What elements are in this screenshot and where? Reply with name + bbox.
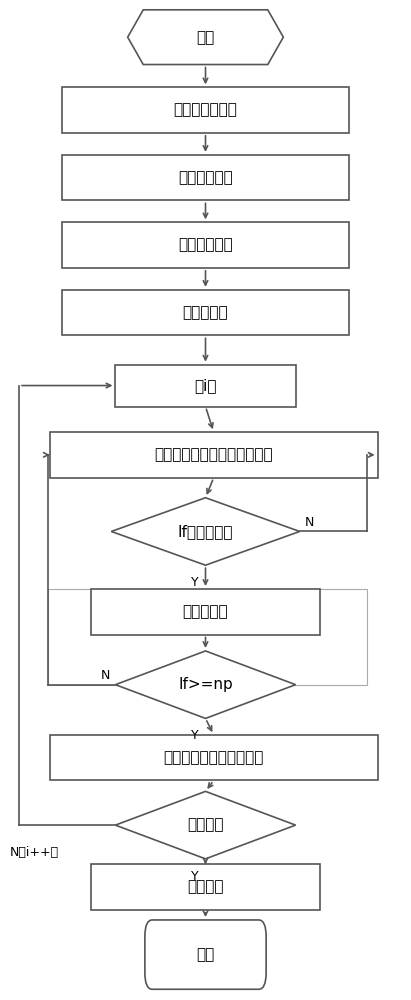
Polygon shape — [115, 651, 296, 718]
Text: 开始: 开始 — [196, 30, 215, 45]
Text: 更新优胜者: 更新优胜者 — [182, 604, 229, 619]
Polygon shape — [111, 498, 300, 565]
Text: 向量收敛: 向量收敛 — [187, 818, 224, 833]
FancyBboxPatch shape — [62, 290, 349, 335]
Text: 两个个体竞争: 两个个体竞争 — [178, 238, 233, 253]
Polygon shape — [128, 10, 283, 65]
Text: 产生新个体并与优胜个体比较: 产生新个体并与优胜个体比较 — [155, 447, 273, 462]
Text: 结束: 结束 — [196, 947, 215, 962]
FancyBboxPatch shape — [50, 432, 378, 478]
Text: If>=np: If>=np — [178, 677, 233, 692]
Text: Y: Y — [192, 576, 199, 589]
Text: N: N — [101, 669, 111, 682]
FancyBboxPatch shape — [91, 589, 320, 635]
Text: 根据优胜者更新概率向量: 根据优胜者更新概率向量 — [164, 750, 264, 765]
FancyBboxPatch shape — [62, 222, 349, 268]
Text: 产生优胜者: 产生优胜者 — [182, 305, 229, 320]
Text: N（i++）: N（i++） — [10, 846, 59, 859]
Text: Y: Y — [192, 870, 199, 883]
Text: 输出结果: 输出结果 — [187, 880, 224, 895]
FancyBboxPatch shape — [115, 365, 296, 407]
FancyBboxPatch shape — [145, 920, 266, 989]
Text: 初始化概率向量: 初始化概率向量 — [173, 103, 238, 118]
FancyBboxPatch shape — [62, 87, 349, 133]
Text: If优于优胜者: If优于优胜者 — [178, 524, 233, 539]
FancyBboxPatch shape — [62, 155, 349, 200]
Text: N: N — [305, 516, 314, 529]
Text: Y: Y — [192, 729, 199, 742]
Text: 第i代: 第i代 — [194, 378, 217, 393]
FancyBboxPatch shape — [91, 864, 320, 910]
FancyBboxPatch shape — [50, 735, 378, 780]
Text: 产生两个个体: 产生两个个体 — [178, 170, 233, 185]
Polygon shape — [115, 791, 296, 859]
